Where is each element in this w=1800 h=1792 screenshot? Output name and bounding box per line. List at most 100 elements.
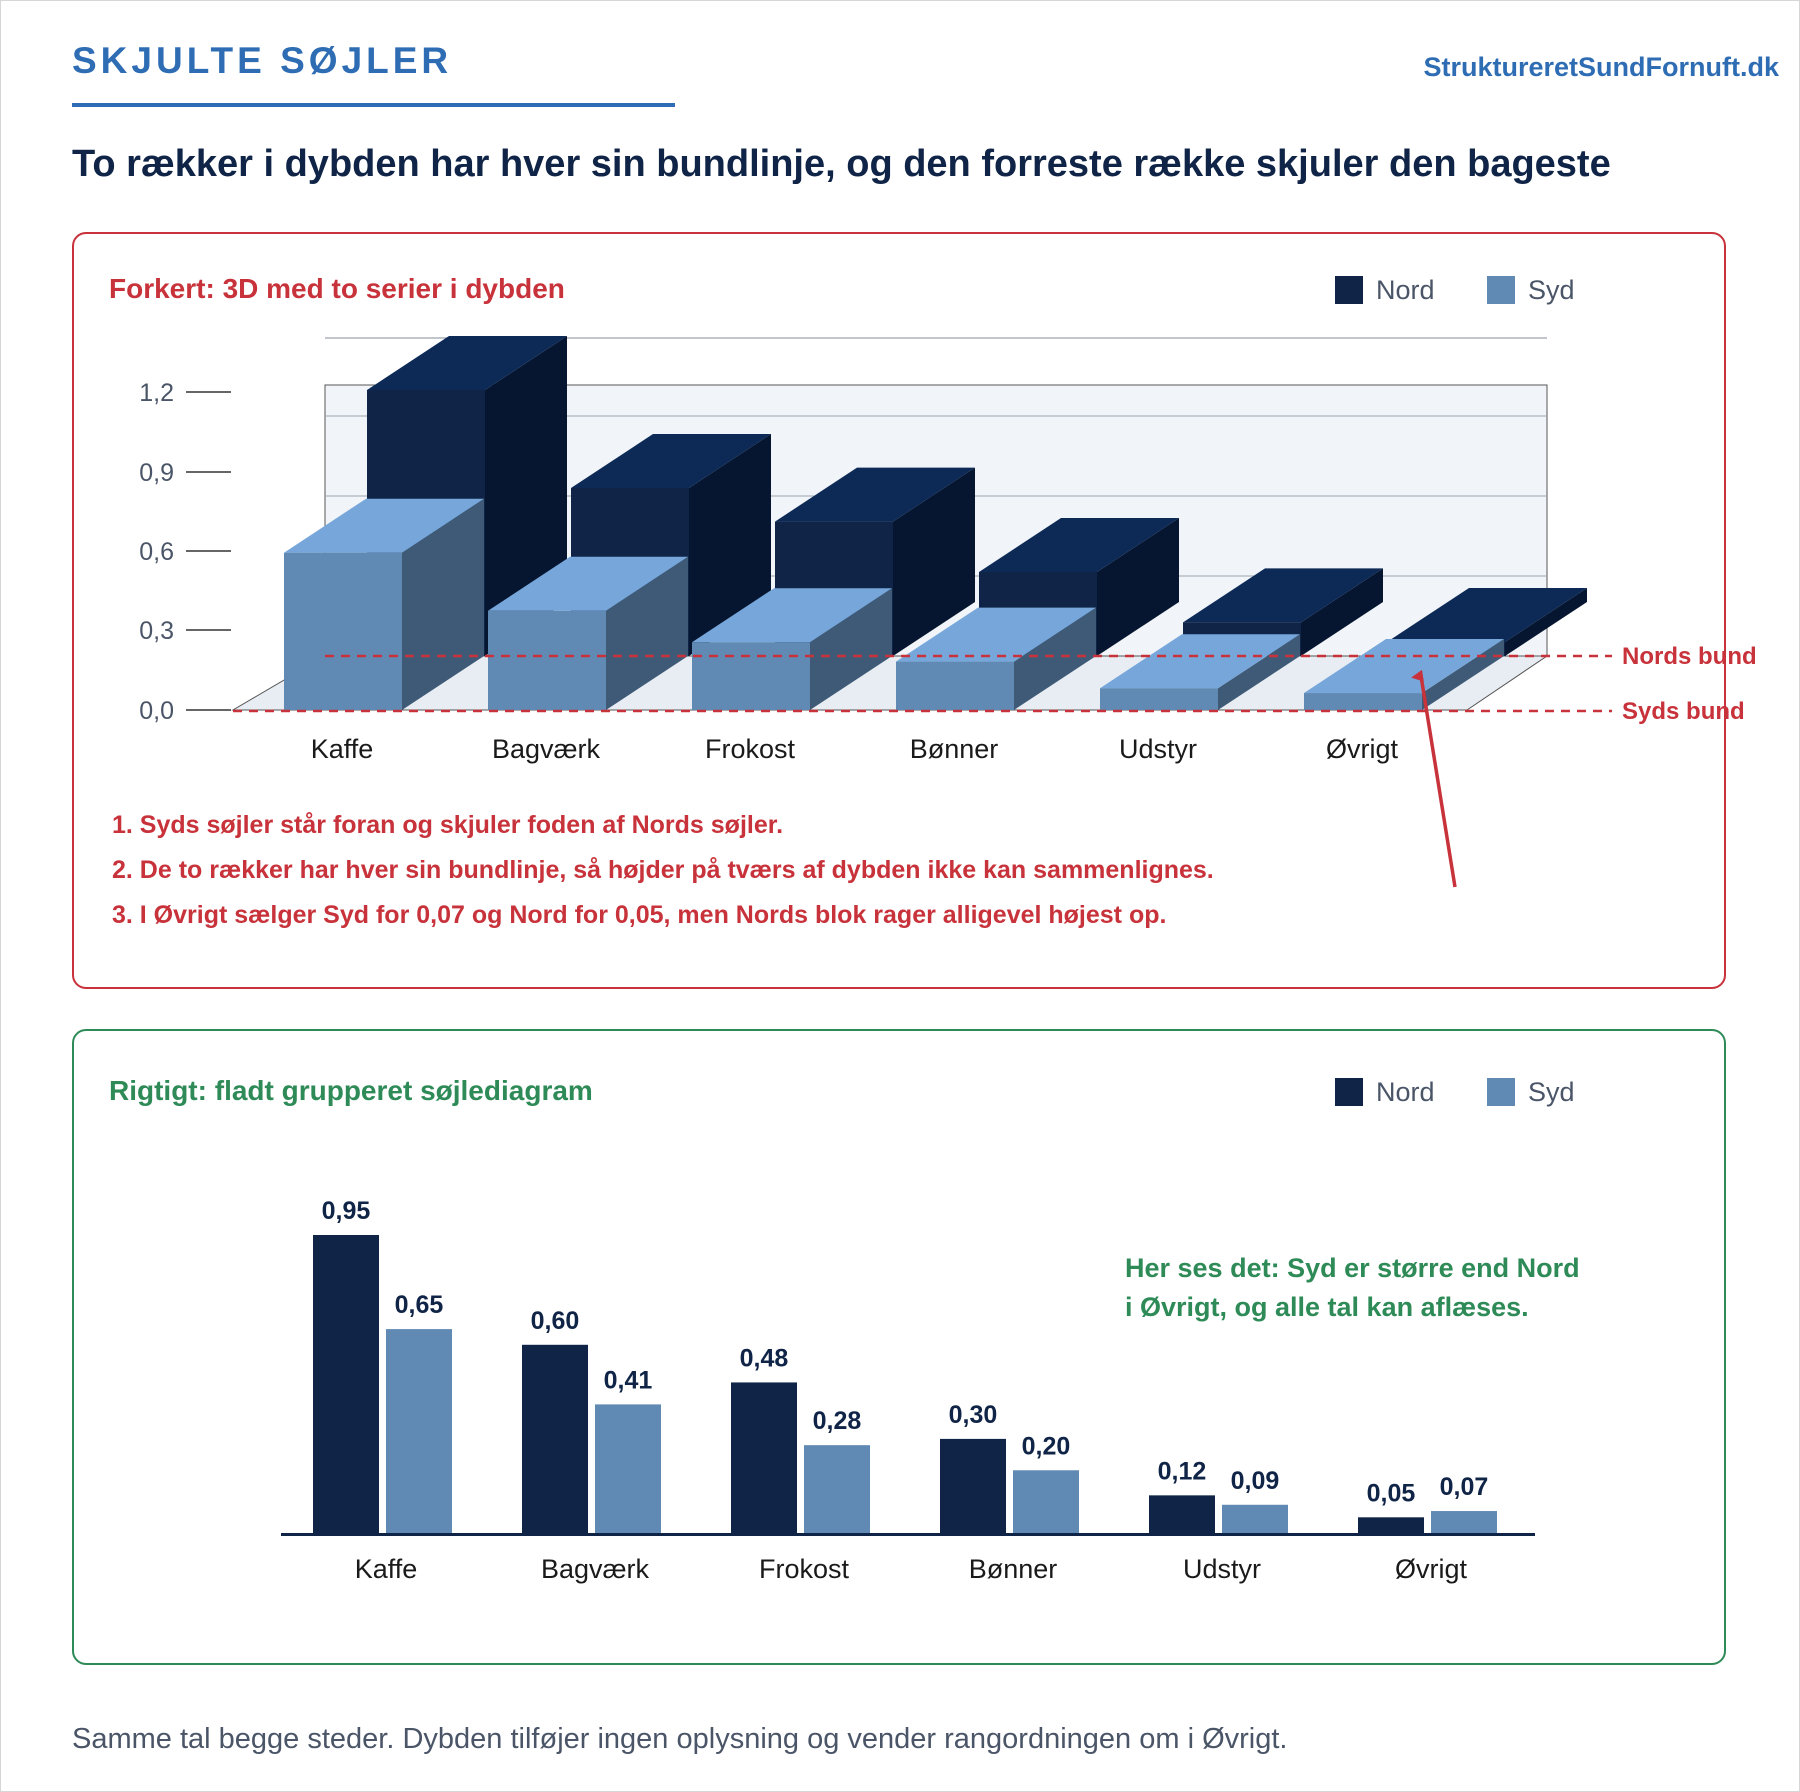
syd-3d-bar-front bbox=[284, 552, 402, 710]
wrong-note-2: 2. De to rækker har hver sin bundlinje, … bbox=[112, 856, 1214, 884]
wrong-note-3: 3. I Øvrigt sælger Syd for 0,07 og Nord … bbox=[112, 901, 1166, 929]
syd-3d-bar bbox=[1100, 634, 1300, 710]
legend-swatch-syd bbox=[1487, 276, 1515, 304]
category-label: Bagværk bbox=[541, 1554, 650, 1584]
brand-title: SKJULTE SØJLER bbox=[72, 40, 453, 81]
legend-swatch-nord bbox=[1335, 276, 1363, 304]
chart3d-y-tick-label: 1,2 bbox=[139, 379, 174, 407]
syd-value-label: 0,65 bbox=[395, 1291, 444, 1319]
syd-3d-bar-top bbox=[896, 607, 1096, 662]
nord-value-label: 0,05 bbox=[1367, 1479, 1416, 1507]
footer-note: Samme tal begge steder. Dybden tilføjer … bbox=[72, 1723, 1288, 1755]
nord-3d-bar-top bbox=[1387, 588, 1587, 642]
chart3d-category-label: Bagværk bbox=[492, 734, 601, 764]
syd-value-label: 0,09 bbox=[1231, 1467, 1280, 1495]
syd-bar bbox=[1222, 1504, 1288, 1533]
nord-value-label: 0,48 bbox=[740, 1344, 789, 1372]
syd-3d-bar-front bbox=[896, 661, 1014, 710]
syd-3d-bar-top bbox=[488, 556, 688, 611]
grouped-bar-chart: 0,95 0,65 Kaffe 0,60 0,41 Bagværk 0,48 0,28 Frok… bbox=[281, 1197, 1535, 1584]
syd-3d-bar bbox=[284, 498, 484, 710]
wrong-note-1: 1. Syds søjler står foran og skjuler fod… bbox=[112, 811, 783, 839]
right-annotation-line2: i Øvrigt, og alle tal kan aflæses. bbox=[1125, 1292, 1529, 1322]
chart3d-overlay: Nords bund Syds bund bbox=[233, 643, 1757, 888]
nord-3d-bar-top bbox=[571, 434, 771, 488]
page-headline: To rækker i dybden har hver sin bundlinj… bbox=[72, 143, 1611, 185]
nord-value-label: 0,95 bbox=[322, 1197, 371, 1225]
chart3d-category-label: Bønner bbox=[910, 734, 999, 764]
syd-3d-bar bbox=[1304, 639, 1504, 710]
nord-value-label: 0,60 bbox=[531, 1307, 580, 1335]
nord-bar bbox=[731, 1382, 797, 1533]
right-panel-title: Rigtigt: fladt grupperet søjlediagram bbox=[109, 1075, 593, 1106]
chart3d-category-label: Kaffe bbox=[311, 734, 374, 764]
category-label: Udstyr bbox=[1183, 1554, 1261, 1584]
legend-label-syd: Syd bbox=[1528, 275, 1575, 305]
syd-3d-bar bbox=[488, 556, 688, 710]
syd-3d-bar-top bbox=[1100, 634, 1300, 689]
nord-bar bbox=[940, 1438, 1006, 1533]
callout-arrow bbox=[1411, 669, 1457, 888]
legend2-label-syd: Syd bbox=[1528, 1077, 1575, 1107]
nords-bund-label: Nords bund bbox=[1622, 643, 1757, 670]
legend2-swatch-syd bbox=[1487, 1078, 1515, 1106]
syd-3d-bar-side bbox=[606, 556, 688, 710]
legend2-label-nord: Nord bbox=[1376, 1077, 1435, 1107]
nord-value-label: 0,12 bbox=[1158, 1457, 1207, 1485]
nord-3d-bar-side bbox=[1097, 518, 1179, 656]
syd-3d-bar-top bbox=[1304, 639, 1504, 694]
wrong-example-panel bbox=[72, 232, 1726, 989]
chart3d-y-tick-label: 0,0 bbox=[139, 697, 174, 725]
syd-3d-bar-top bbox=[692, 588, 892, 643]
syd-bar bbox=[1431, 1511, 1497, 1533]
chart3d-bars: Kaffe Bagværk Frokost Bønner Udstyr Øvrigt bbox=[284, 336, 1587, 764]
chart3d-y-tick-label: 0,9 bbox=[139, 459, 174, 487]
chart3d-category-label: Frokost bbox=[705, 734, 796, 764]
nord-3d-bar-top bbox=[775, 467, 975, 522]
site-link[interactable]: StruktureretSundFornuft.dk bbox=[1423, 52, 1780, 82]
syd-3d-bar-front bbox=[1304, 693, 1422, 710]
nord-bar bbox=[1358, 1517, 1424, 1533]
syd-bar bbox=[595, 1404, 661, 1533]
syd-3d-bar-side bbox=[1218, 634, 1300, 710]
syd-bar bbox=[1013, 1470, 1079, 1533]
wrong-panel-title: Forkert: 3D med to serier i dybden bbox=[109, 273, 565, 304]
nord-3d-bar-side bbox=[1505, 588, 1587, 656]
nord-3d-bar-top bbox=[367, 336, 567, 390]
nord-bar bbox=[522, 1344, 588, 1533]
nord-3d-bar-side bbox=[689, 434, 771, 656]
category-label: Øvrigt bbox=[1395, 1554, 1468, 1584]
syd-3d-bar-front bbox=[488, 610, 606, 710]
nord-3d-bar-side bbox=[893, 467, 975, 656]
syd-value-label: 0,07 bbox=[1440, 1473, 1489, 1501]
syd-3d-bar-side bbox=[810, 588, 892, 710]
category-label: Frokost bbox=[759, 1554, 850, 1584]
category-label: Kaffe bbox=[355, 1554, 418, 1584]
right-example-panel bbox=[72, 1029, 1726, 1665]
nord-bar bbox=[1149, 1495, 1215, 1533]
nord-3d-bar-top bbox=[1183, 568, 1383, 623]
legend2-swatch-nord bbox=[1335, 1078, 1363, 1106]
syd-3d-bar bbox=[896, 607, 1096, 710]
syd-3d-bar bbox=[692, 588, 892, 710]
syd-3d-bar-side bbox=[1014, 607, 1096, 710]
chart3d-category-label: Øvrigt bbox=[1326, 734, 1399, 764]
syd-bar bbox=[386, 1329, 452, 1533]
legend-label-nord: Nord bbox=[1376, 275, 1435, 305]
syd-3d-bar-front bbox=[692, 642, 810, 710]
nord-3d-bar-top bbox=[979, 518, 1179, 572]
chart3d-y-tick-label: 0,6 bbox=[139, 538, 174, 566]
syd-bar bbox=[804, 1445, 870, 1533]
syds-bund-label: Syds bund bbox=[1622, 698, 1745, 725]
syd-3d-bar-top bbox=[284, 498, 484, 553]
chart3d-category-label: Udstyr bbox=[1119, 734, 1197, 764]
syd-value-label: 0,28 bbox=[813, 1407, 862, 1435]
syd-3d-bar-front bbox=[1100, 688, 1218, 710]
brand-underline bbox=[72, 103, 675, 107]
nord-3d-bar-side bbox=[1301, 568, 1383, 656]
syd-value-label: 0,20 bbox=[1022, 1432, 1071, 1460]
chart3d-y-tick-label: 0,3 bbox=[139, 617, 174, 645]
nord-value-label: 0,30 bbox=[949, 1401, 998, 1429]
nord-bar bbox=[313, 1235, 379, 1533]
